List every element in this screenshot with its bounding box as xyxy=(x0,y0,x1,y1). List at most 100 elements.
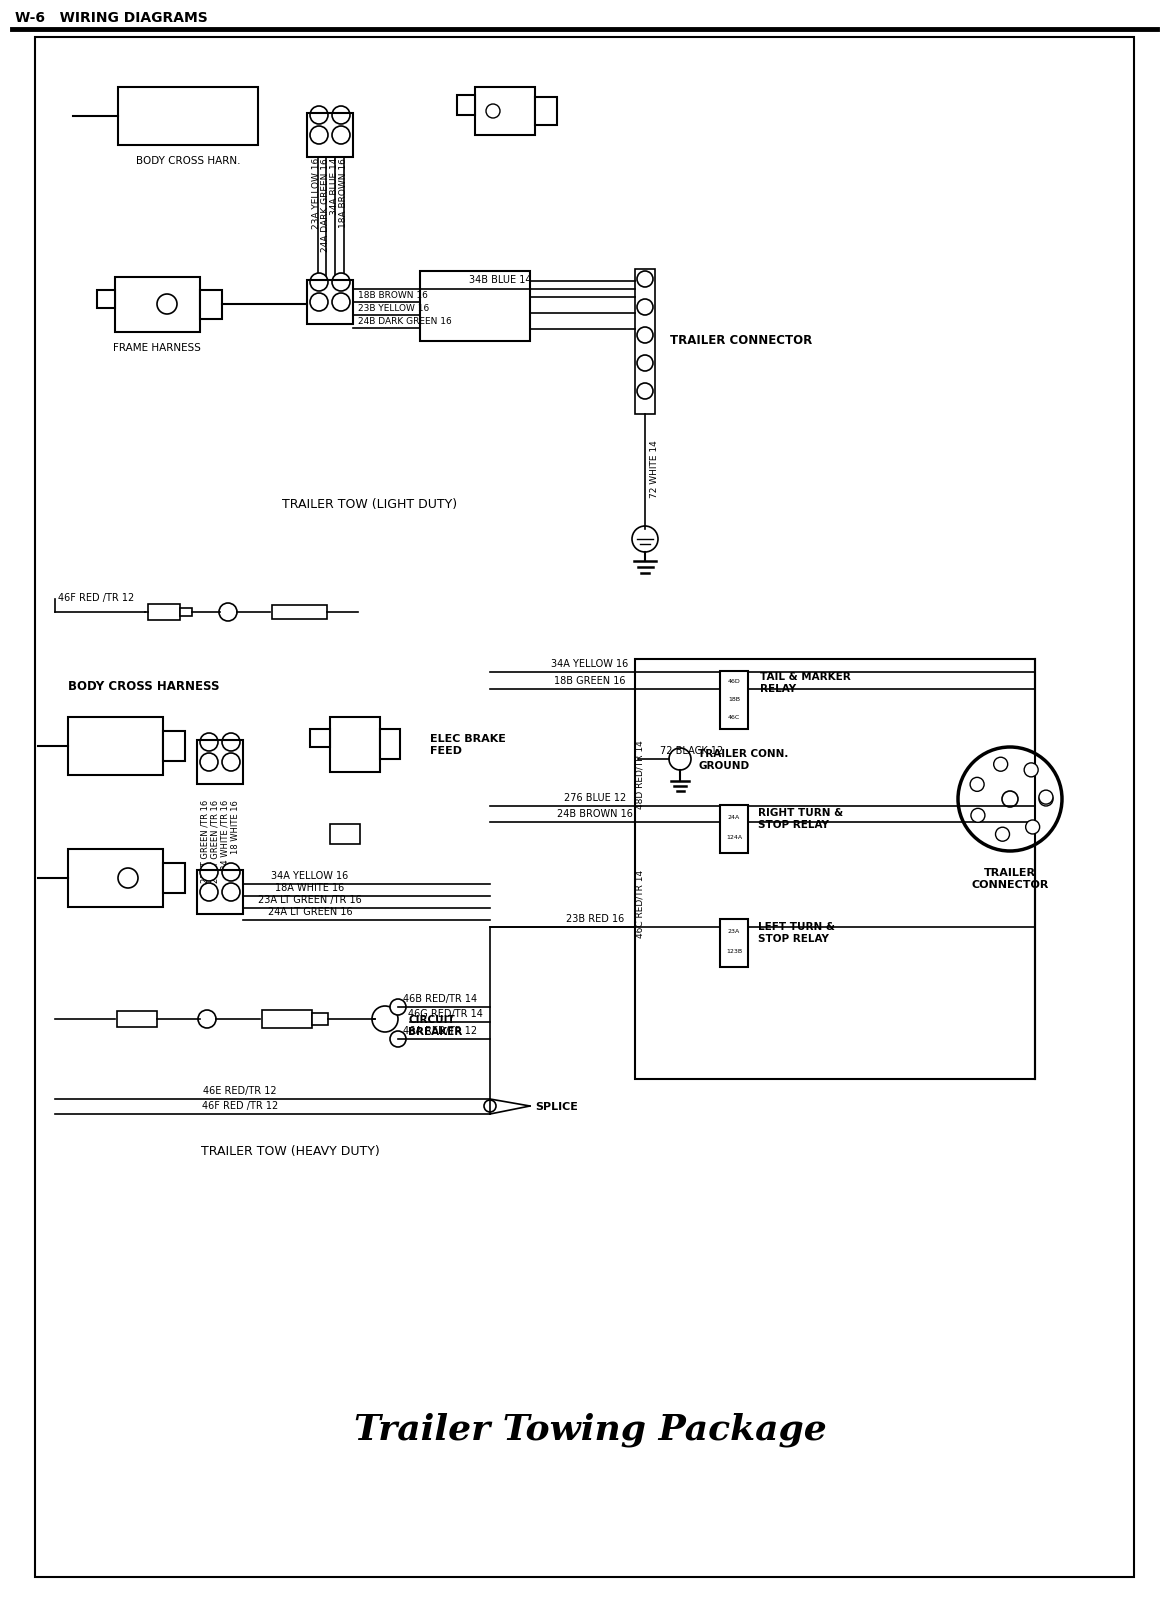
Bar xyxy=(162,863,185,894)
Text: 46C: 46C xyxy=(728,716,740,721)
Text: 18A WHITE 16: 18A WHITE 16 xyxy=(276,883,345,892)
Circle shape xyxy=(637,327,653,343)
Text: 34A YELLOW 16: 34A YELLOW 16 xyxy=(271,870,348,881)
Text: 18B GREEN 16: 18B GREEN 16 xyxy=(554,676,625,685)
Circle shape xyxy=(1025,820,1039,835)
Bar xyxy=(118,88,258,146)
Circle shape xyxy=(310,294,328,311)
Text: TRAILER TOW (HEAVY DUTY): TRAILER TOW (HEAVY DUTY) xyxy=(201,1144,380,1157)
Text: 23A YELLOW 16: 23A YELLOW 16 xyxy=(311,157,320,230)
Text: 46F RED /TR 12: 46F RED /TR 12 xyxy=(58,592,134,602)
Bar xyxy=(68,717,162,775)
Bar xyxy=(198,740,243,785)
Text: 123B: 123B xyxy=(726,949,742,953)
Circle shape xyxy=(310,108,328,125)
Circle shape xyxy=(332,294,350,311)
Bar xyxy=(330,825,360,844)
Text: 46B RED/TR 14: 46B RED/TR 14 xyxy=(403,993,477,1003)
Circle shape xyxy=(222,863,240,881)
Bar xyxy=(117,1011,157,1027)
Text: 46D: 46D xyxy=(727,679,740,684)
Bar xyxy=(312,1013,328,1026)
Text: TRAILER TOW (LIGHT DUTY): TRAILER TOW (LIGHT DUTY) xyxy=(283,498,457,510)
Text: 23B YELLOW 16: 23B YELLOW 16 xyxy=(358,303,429,313)
Circle shape xyxy=(222,883,240,902)
Bar xyxy=(720,671,748,730)
Bar xyxy=(180,608,192,616)
Text: FRAME HARNESS: FRAME HARNESS xyxy=(113,343,201,353)
Circle shape xyxy=(332,274,350,292)
Bar xyxy=(475,88,535,136)
Circle shape xyxy=(1002,791,1018,807)
Circle shape xyxy=(637,271,653,287)
Text: 46E RED/TR 12: 46E RED/TR 12 xyxy=(203,1085,277,1095)
Circle shape xyxy=(484,1101,496,1112)
Bar xyxy=(535,98,556,125)
Text: 46A RED/TR 12: 46A RED/TR 12 xyxy=(403,1026,477,1035)
Text: 23B RED 16: 23B RED 16 xyxy=(566,913,624,923)
Circle shape xyxy=(959,748,1061,852)
Text: 24A DARK GREEN 16: 24A DARK GREEN 16 xyxy=(320,157,330,252)
Circle shape xyxy=(994,758,1008,772)
Text: TRAILER CONN.
GROUND: TRAILER CONN. GROUND xyxy=(698,750,788,770)
Circle shape xyxy=(996,828,1010,841)
Text: 34A YELLOW 16: 34A YELLOW 16 xyxy=(552,658,629,669)
Circle shape xyxy=(198,1011,216,1029)
Bar xyxy=(310,730,330,748)
Text: 24A: 24A xyxy=(728,815,740,820)
Text: 46G RED/TR 14: 46G RED/TR 14 xyxy=(408,1008,483,1018)
Bar xyxy=(115,278,200,332)
Text: BODY CROSS HARNESS: BODY CROSS HARNESS xyxy=(68,679,220,693)
Text: 24B DARK GREEN 16: 24B DARK GREEN 16 xyxy=(358,316,451,326)
Text: 23A: 23A xyxy=(728,929,740,934)
Circle shape xyxy=(157,295,177,315)
Text: CIRCUIT
BREAKER: CIRCUIT BREAKER xyxy=(408,1014,462,1035)
Text: 124A: 124A xyxy=(726,835,742,839)
Text: TAIL & MARKER
RELAY: TAIL & MARKER RELAY xyxy=(760,671,851,693)
Text: Trailer Towing Package: Trailer Towing Package xyxy=(354,1412,826,1446)
Bar xyxy=(457,96,475,116)
Circle shape xyxy=(222,753,240,772)
Bar xyxy=(307,114,353,157)
Circle shape xyxy=(332,127,350,144)
Text: 46C RED/TR 14: 46C RED/TR 14 xyxy=(636,870,644,937)
Circle shape xyxy=(310,274,328,292)
Circle shape xyxy=(637,300,653,316)
Circle shape xyxy=(486,104,500,119)
Bar xyxy=(330,717,380,772)
Circle shape xyxy=(200,863,217,881)
Text: RIGHT TURN &
STOP RELAY: RIGHT TURN & STOP RELAY xyxy=(758,807,843,830)
Bar xyxy=(162,732,185,761)
Bar xyxy=(720,806,748,854)
Bar xyxy=(720,920,748,968)
Circle shape xyxy=(669,748,691,770)
Circle shape xyxy=(632,526,658,552)
Circle shape xyxy=(222,733,240,751)
Text: 23 LT GREEN /TR 16: 23 LT GREEN /TR 16 xyxy=(201,799,209,883)
Text: 24B BROWN 16: 24B BROWN 16 xyxy=(558,809,632,819)
Circle shape xyxy=(970,778,984,791)
Bar xyxy=(97,291,115,308)
Text: LEFT TURN &
STOP RELAY: LEFT TURN & STOP RELAY xyxy=(758,921,835,944)
Text: 72 WHITE 14: 72 WHITE 14 xyxy=(650,440,659,498)
Circle shape xyxy=(390,1000,406,1016)
Text: ELEC BRAKE
FEED: ELEC BRAKE FEED xyxy=(430,733,506,756)
Circle shape xyxy=(390,1032,406,1048)
Text: TRAILER
CONNECTOR: TRAILER CONNECTOR xyxy=(971,867,1049,889)
Circle shape xyxy=(372,1006,397,1032)
Text: 18 WHITE 16: 18 WHITE 16 xyxy=(230,799,240,854)
Bar xyxy=(420,271,530,342)
Bar xyxy=(635,660,1035,1079)
Text: 46F RED /TR 12: 46F RED /TR 12 xyxy=(202,1101,278,1111)
Circle shape xyxy=(1024,764,1038,777)
Text: 276 BLUE 12: 276 BLUE 12 xyxy=(563,793,627,802)
Text: 72 BLACK 12: 72 BLACK 12 xyxy=(660,746,724,756)
Bar xyxy=(307,281,353,324)
Bar xyxy=(200,291,222,319)
Circle shape xyxy=(200,753,217,772)
Circle shape xyxy=(1039,791,1053,804)
Circle shape xyxy=(118,868,138,889)
Circle shape xyxy=(332,108,350,125)
Circle shape xyxy=(310,127,328,144)
Text: 48D RED/TR 14: 48D RED/TR 14 xyxy=(636,740,644,809)
